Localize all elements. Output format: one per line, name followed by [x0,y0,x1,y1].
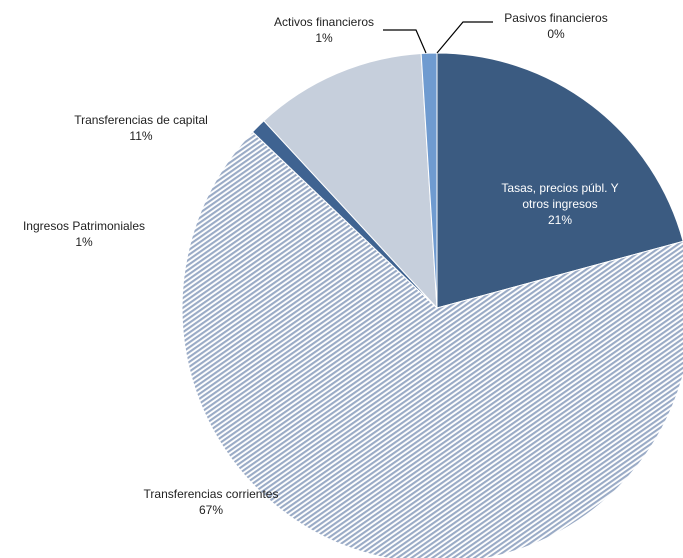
slice-label: Transferencias de capital 11% [74,112,208,144]
slice-label: Pasivos financieros 0% [504,10,607,42]
slice-name: Transferencias corrientes [143,487,279,501]
pie-slice [263,52,438,310]
slice-label: Tasas, precios públ. Y otros ingresos 21% [496,180,624,228]
pie-slice [181,131,683,558]
slice-value: 1% [75,235,93,249]
leader-line [436,21,493,54]
slice-name: Ingresos Patrimoniales [22,219,146,233]
slice-name: Pasivos financieros [504,11,608,25]
slice-name: Activos financieros [273,15,375,29]
slice-label: Activos financieros 1% [274,14,374,46]
pie-slice [436,52,683,309]
slice-value: 0% [547,27,565,41]
slice-name: Tasas, precios públ. Y otros ingresos [501,181,619,211]
slice-value: 21% [547,213,573,227]
slice-label: Transferencias corrientes 67% [144,486,279,518]
leader-line [383,29,427,54]
slice-value: 67% [198,503,224,517]
slice-label: Ingresos Patrimoniales 1% [23,218,145,250]
slice-value: 1% [315,31,333,45]
slice-value: 11% [129,129,153,143]
slice-name: Transferencias de capital [74,113,208,127]
